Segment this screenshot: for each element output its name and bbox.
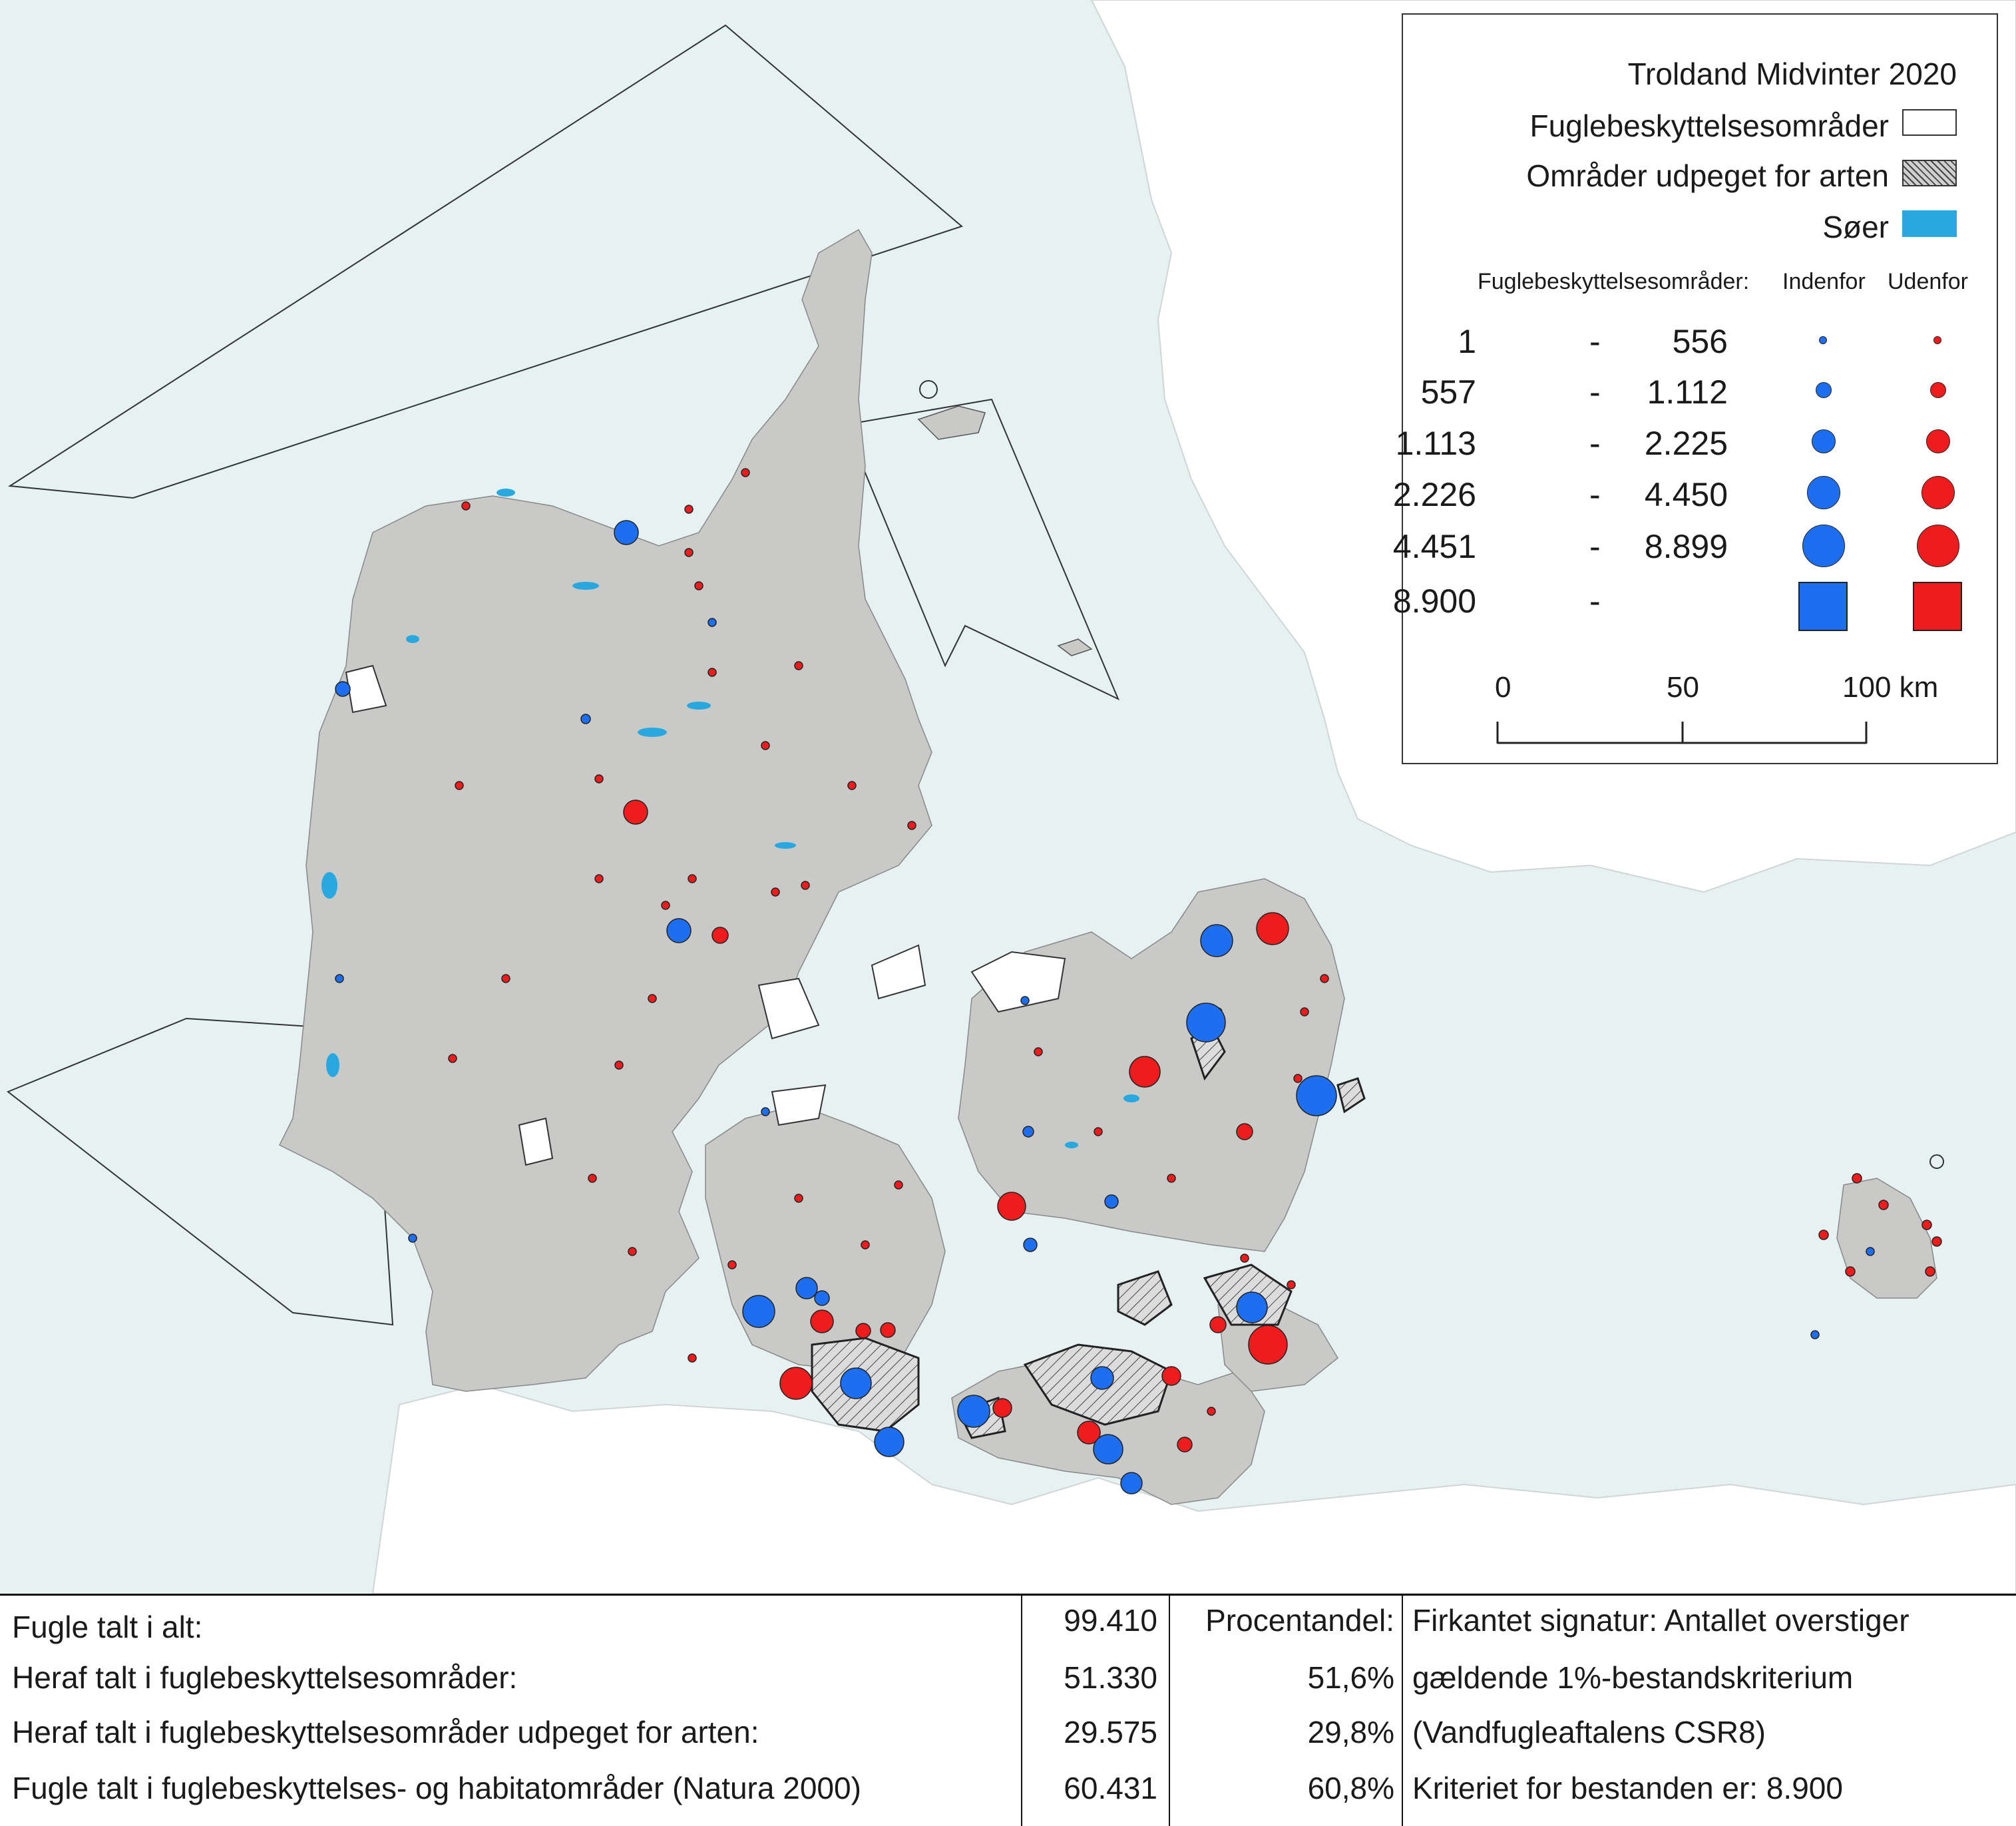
stats-row-4-label: Fugle talt i fuglebeskyttelses- og habit… bbox=[12, 1771, 861, 1805]
outside-header: Udenfor bbox=[1888, 269, 1968, 294]
stats-row-4-value: 60.431 bbox=[1064, 1771, 1157, 1805]
observation-markers bbox=[335, 468, 1942, 1494]
class-1-from: 1 bbox=[1458, 323, 1476, 360]
germany-landmass bbox=[371, 1383, 2016, 1594]
class-2-to: 1.112 bbox=[1647, 373, 1728, 411]
outside-class-2-symbol bbox=[1930, 382, 1946, 398]
inside-header: Indenfor bbox=[1782, 269, 1866, 294]
protected-areas-swatch bbox=[1902, 109, 1957, 136]
stats-note-3: (Vandfugleaftalens CSR8) bbox=[1412, 1715, 1766, 1749]
inside-class-5-symbol bbox=[1802, 525, 1845, 567]
lakes bbox=[321, 489, 1139, 1148]
legend-lakes-label: Søer bbox=[1822, 210, 1889, 244]
protected-area-outlines bbox=[345, 664, 1066, 1166]
bornholm bbox=[1836, 1178, 1937, 1299]
stats-note-4: Kriteriet for bestanden er: 8.900 bbox=[1412, 1771, 1843, 1805]
class-3-from: 1.113 bbox=[1395, 425, 1476, 462]
class-6-from: 8.900 bbox=[1392, 582, 1476, 620]
class-5-from: 4.451 bbox=[1392, 528, 1476, 565]
size-header: Fuglebeskyttelsesområder: bbox=[1478, 269, 1750, 294]
lakes-swatch bbox=[1902, 210, 1957, 237]
class-3-to: 2.225 bbox=[1644, 425, 1728, 462]
stats-row-1-value: 99.410 bbox=[1064, 1603, 1157, 1638]
class-4-to: 4.450 bbox=[1644, 476, 1728, 513]
islet-marker bbox=[919, 380, 938, 399]
scale-bar bbox=[1496, 722, 1868, 744]
class-2-from: 557 bbox=[1420, 373, 1476, 411]
scale-label-0: 0 bbox=[1495, 671, 1512, 704]
jutland bbox=[278, 228, 932, 1392]
stats-row-3-label: Heraf talt i fuglebeskyttelsesområder ud… bbox=[12, 1715, 759, 1749]
scale-label-100: 100 km bbox=[1842, 671, 1939, 704]
inside-class-6-square-symbol bbox=[1798, 582, 1848, 631]
class-3-sep: - bbox=[1589, 425, 1601, 462]
legend-protected-areas-label: Fuglebeskyttelsesområder bbox=[1529, 109, 1889, 143]
class-6-sep: - bbox=[1589, 582, 1601, 620]
stats-row-2-label: Heraf talt i fuglebeskyttelsesområder: bbox=[12, 1660, 518, 1695]
inside-class-1-symbol bbox=[1819, 336, 1827, 344]
designated-areas-swatch bbox=[1902, 160, 1957, 186]
stats-row-2-percent: 51,6% bbox=[1307, 1660, 1394, 1695]
stats-row-2-value: 51.330 bbox=[1064, 1660, 1157, 1695]
class-1-to: 556 bbox=[1672, 323, 1728, 360]
class-5-to: 8.899 bbox=[1644, 528, 1728, 565]
designated-areas bbox=[811, 1023, 1366, 1439]
class-2-sep: - bbox=[1589, 373, 1601, 411]
outside-class-1-symbol bbox=[1933, 336, 1941, 344]
stats-row-1-label: Fugle talt i alt: bbox=[12, 1610, 203, 1644]
legend-title: Troldand Midvinter 2020 bbox=[1627, 57, 1957, 91]
class-4-sep: - bbox=[1589, 476, 1601, 513]
stats-note-2: gældende 1%-bestandskriterium bbox=[1412, 1660, 1854, 1695]
legend-designated-areas-label: Områder udpeget for arten bbox=[1526, 158, 1889, 193]
outside-class-4-symbol bbox=[1921, 476, 1955, 509]
stats-row-3-percent: 29,8% bbox=[1307, 1715, 1394, 1749]
scale-label-50: 50 bbox=[1667, 671, 1699, 704]
inside-class-2-symbol bbox=[1816, 382, 1832, 398]
stats-row-4-percent: 60,8% bbox=[1307, 1771, 1394, 1805]
outside-class-3-symbol bbox=[1926, 429, 1950, 453]
islet-marker bbox=[1929, 1154, 1944, 1169]
map-legend: Troldand Midvinter 2020 Fuglebeskyttelse… bbox=[1393, 13, 1998, 764]
stats-note-1: Firkantet signatur: Antallet overstiger bbox=[1412, 1603, 1910, 1638]
inside-class-4-symbol bbox=[1807, 476, 1840, 509]
class-4-from: 2.226 bbox=[1392, 476, 1476, 513]
class-5-sep: - bbox=[1589, 528, 1601, 565]
class-1-sep: - bbox=[1589, 323, 1601, 360]
statistics-table: Fugle talt i alt: 99.410 Procentandel: F… bbox=[0, 1594, 2016, 1826]
outside-class-5-symbol bbox=[1917, 525, 1959, 567]
outside-class-6-square-symbol bbox=[1913, 582, 1962, 631]
anholt-island bbox=[1057, 638, 1093, 656]
inside-class-3-symbol bbox=[1812, 429, 1836, 453]
stats-percent-header: Procentandel: bbox=[1205, 1603, 1394, 1638]
stats-row-3-value: 29.575 bbox=[1064, 1715, 1157, 1749]
laeso-island bbox=[917, 405, 986, 440]
